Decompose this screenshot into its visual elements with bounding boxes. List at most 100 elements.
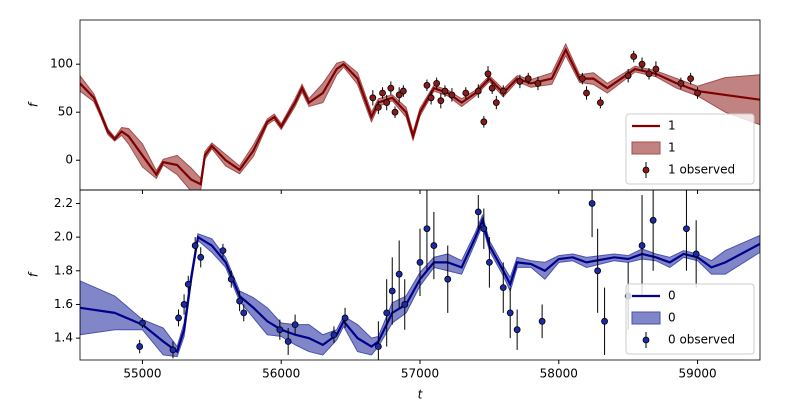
legend-label: 0: [668, 289, 676, 303]
y-tick-label: 2.2: [54, 196, 73, 210]
x-tick-label: 56000: [262, 367, 300, 381]
observed-point: [506, 309, 514, 317]
observed-point: [391, 108, 399, 116]
observed-point: [484, 70, 492, 78]
observed-point: [284, 338, 292, 345]
observed-point: [534, 79, 542, 87]
plot-area: [80, 190, 760, 360]
observed-point: [139, 319, 146, 327]
observed-point: [588, 200, 596, 207]
legend-swatch: [642, 166, 650, 174]
observed-point: [538, 317, 546, 325]
y-tick-label: 2.0: [54, 230, 73, 244]
y-tick-label: 1.8: [54, 263, 73, 277]
observed-point: [399, 87, 407, 95]
observed-point: [630, 53, 638, 60]
plot-area: [80, 42, 760, 190]
observed-point: [430, 242, 438, 249]
legend-label: 1 observed: [668, 163, 735, 177]
observed-point: [513, 326, 521, 334]
legend-swatch: [631, 141, 661, 155]
observed-point: [184, 280, 192, 288]
y-tick-label: 100: [50, 57, 73, 71]
observed-point: [524, 75, 532, 82]
observed-point: [474, 208, 482, 216]
observed-point: [388, 287, 396, 295]
observed-point: [401, 301, 409, 308]
observed-point: [578, 75, 586, 82]
y-tick-label: 1.6: [54, 297, 73, 311]
observed-point: [341, 314, 349, 322]
observed-point: [694, 89, 701, 97]
legend-label: 0: [668, 311, 676, 325]
observed-point: [499, 87, 507, 95]
observed-point: [180, 301, 188, 308]
legend-swatch: [631, 311, 661, 325]
legend-swatch: [642, 336, 650, 344]
observed-point: [427, 94, 435, 102]
observed-point: [499, 284, 507, 292]
observed-point: [276, 326, 284, 334]
observed-point: [677, 79, 685, 87]
observed-point: [652, 65, 660, 73]
observed-point: [480, 118, 488, 126]
observed-point: [474, 87, 482, 95]
observed-point: [219, 247, 227, 254]
y-tick-label: 0: [65, 153, 73, 167]
observed-point: [683, 225, 690, 233]
y-axis-label: f: [27, 101, 41, 107]
observed-point: [692, 250, 700, 258]
x-tick-label: 59000: [678, 367, 716, 381]
observed-point: [638, 242, 646, 249]
legend-label: 1: [668, 119, 676, 133]
observed-point: [175, 314, 182, 322]
legend-label: 1: [668, 141, 676, 155]
observed-point: [485, 258, 493, 266]
observed-point: [416, 258, 424, 266]
observed-point: [645, 70, 653, 78]
y-tick-label: 1.4: [54, 331, 73, 345]
observed-point: [444, 275, 452, 283]
observed-point: [291, 321, 299, 329]
observed-point: [369, 94, 377, 102]
observed-point: [516, 78, 524, 85]
observed-point: [433, 79, 441, 87]
legend-box: [625, 283, 755, 355]
observed-point: [423, 225, 431, 233]
observed-point: [583, 89, 590, 97]
x-tick-label: 55000: [123, 367, 161, 381]
observed-point: [687, 75, 695, 82]
observed-point: [330, 331, 338, 339]
confidence-band: [80, 213, 760, 358]
observed-point: [197, 253, 205, 261]
observed-point: [594, 267, 602, 275]
observed-point: [437, 97, 445, 105]
observed-point: [492, 99, 500, 106]
observed-point: [387, 84, 395, 92]
model-line: [80, 216, 760, 354]
x-tick-label: 58000: [540, 367, 578, 381]
observed-point: [191, 242, 199, 249]
observed-point: [136, 343, 144, 350]
observed-point: [462, 89, 470, 97]
observed-point: [601, 317, 608, 325]
observed-point: [379, 89, 386, 97]
x-axis-label: t: [418, 388, 424, 400]
observed-point: [169, 346, 177, 354]
x-tick-label: 57000: [401, 367, 439, 381]
observed-point: [227, 275, 235, 283]
observed-point: [236, 297, 243, 305]
observed-point: [383, 309, 391, 317]
confidence-band: [80, 42, 760, 190]
observed-point: [374, 343, 382, 350]
observed-point: [597, 99, 604, 106]
observed-point: [395, 270, 403, 278]
legend-label: 0 observed: [668, 333, 735, 347]
observed-point: [383, 99, 391, 106]
observed-point: [423, 81, 431, 89]
observed-point: [240, 309, 248, 317]
observed-point: [441, 87, 449, 95]
observed-point: [649, 216, 657, 224]
observed-point: [488, 84, 496, 92]
